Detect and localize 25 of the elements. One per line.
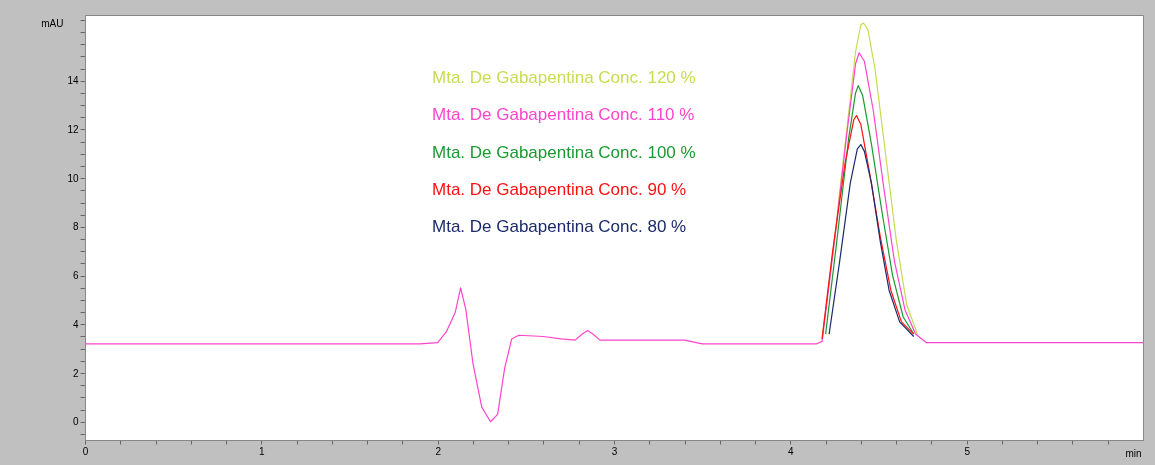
x-tick-label: 4 xyxy=(788,445,795,457)
x-axis-title: min xyxy=(1125,447,1142,459)
text: Mta. De Gabapentina Conc. 110 % xyxy=(432,105,695,125)
x-tick-label: 5 xyxy=(964,445,971,457)
y-tick-label: 0 xyxy=(72,416,79,428)
line-series xyxy=(828,143,915,338)
y-tick-label: 2 xyxy=(72,367,79,379)
y-axis-title: mAU xyxy=(41,17,64,29)
x-tick-label: 2 xyxy=(435,445,442,457)
x-tick-label: 3 xyxy=(611,445,618,457)
text: Mta. De Gabapentina Conc. 80 % xyxy=(432,217,687,237)
text: Mta. De Gabapentina Conc. 90 % xyxy=(432,179,687,199)
line-series xyxy=(84,52,1144,423)
y-tick-label: 10 xyxy=(67,172,79,184)
line-series xyxy=(825,85,915,335)
y-tick-label: 6 xyxy=(72,270,79,282)
text: Mta. De Gabapentina Conc. 120 % xyxy=(432,68,696,87)
x-tick-label: 1 xyxy=(259,445,266,457)
y-tick-label: 12 xyxy=(67,123,79,135)
line-series xyxy=(821,114,915,340)
text: Mta. De Gabapentina Conc. 100 % xyxy=(432,142,696,162)
x-tick-label: 0 xyxy=(82,445,89,457)
y-tick-label: 8 xyxy=(72,221,79,233)
y-tick-label: 14 xyxy=(67,75,79,87)
y-tick-label: 4 xyxy=(72,318,79,330)
